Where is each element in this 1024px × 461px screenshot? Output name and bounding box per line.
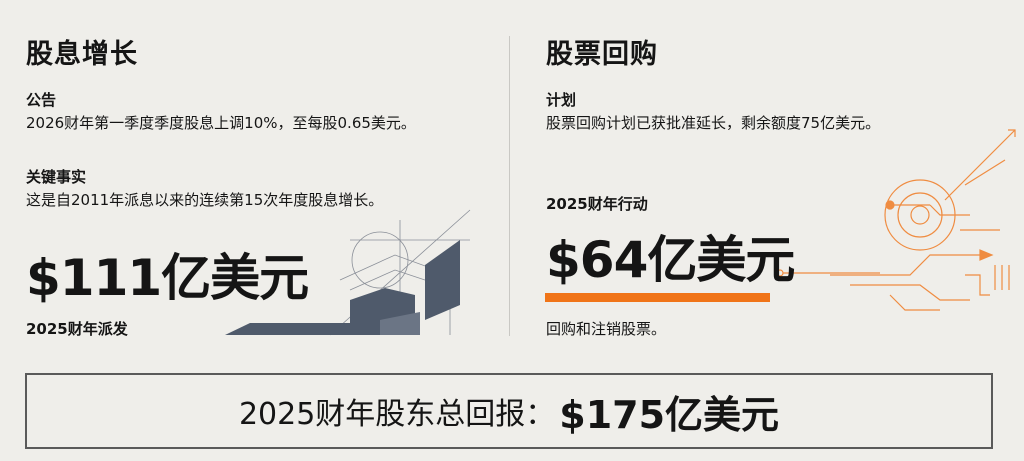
section-divider <box>509 36 510 336</box>
circuit-arrows-illustration <box>776 129 1016 311</box>
total-return-label: 2025财年股东总回报： <box>238 397 556 432</box>
building-illustration <box>225 209 471 336</box>
buyback-amount-caption: 回购和注销股票。 <box>546 320 667 338</box>
fact-label: 关键事实 <box>26 168 87 186</box>
announcement-label: 公告 <box>26 91 57 109</box>
dividend-amount-caption: 2025财年派发 <box>26 320 128 338</box>
fact-text: 这是自2011年派息以来的连续第15次年度股息增长。 <box>26 191 384 209</box>
plan-label: 计划 <box>546 91 577 109</box>
dividend-title: 股息增长 <box>26 39 138 70</box>
dividend-amount: $111亿美元 <box>26 249 309 307</box>
total-return-value: $175亿美元 <box>559 392 780 437</box>
action-label: 2025财年行动 <box>546 195 648 213</box>
buyback-amount: $64亿美元 <box>546 231 795 289</box>
accent-bar <box>545 293 770 302</box>
plan-text: 股票回购计划已获批准延长，剩余额度75亿美元。 <box>546 114 881 132</box>
announcement-text: 2026财年第一季度季度股息上调10%，至每股0.65美元。 <box>26 114 416 132</box>
buyback-title: 股票回购 <box>546 39 658 70</box>
total-return-box: 2025财年股东总回报： $175亿美元 <box>25 373 993 449</box>
